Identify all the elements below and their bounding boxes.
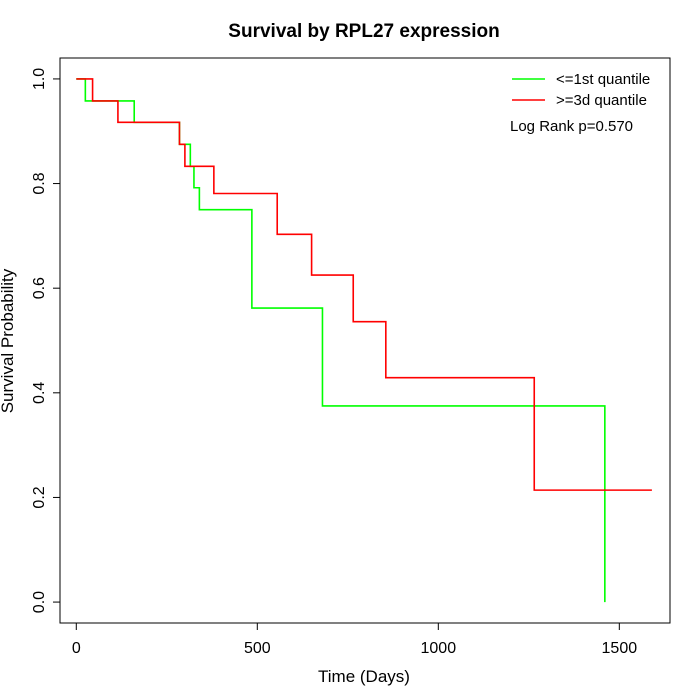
y-tick-label: 1.0 xyxy=(31,68,48,90)
series-line-low-quantile xyxy=(76,78,606,603)
logrank-annotation: Log Rank p=0.570 xyxy=(510,118,633,135)
chart-title: Survival by RPL27 expression xyxy=(228,21,499,42)
series-layer xyxy=(76,78,652,603)
legend: <=1st quantile >=3d quantile xyxy=(512,71,650,109)
y-axis: 0.0 0.2 0.4 0.6 0.8 1.0 xyxy=(31,68,60,613)
y-tick-label: 0.0 xyxy=(31,591,48,613)
y-tick-label: 0.6 xyxy=(31,277,48,299)
x-tick-label: 1500 xyxy=(602,640,638,657)
y-tick-label: 0.4 xyxy=(31,382,48,404)
x-tick-label: 500 xyxy=(244,640,271,657)
plot-frame xyxy=(59,57,671,624)
legend-label: <=1st quantile xyxy=(556,71,650,88)
y-tick-label: 0.2 xyxy=(31,486,48,508)
x-axis-label: Time (Days) xyxy=(318,667,410,686)
y-axis-label: Survival Probability xyxy=(0,268,17,413)
series-line-high-quantile xyxy=(76,78,652,491)
legend-label: >=3d quantile xyxy=(556,92,647,109)
x-tick-label: 1000 xyxy=(421,640,457,657)
x-tick-label: 0 xyxy=(72,640,81,657)
y-tick-label: 0.8 xyxy=(31,172,48,194)
x-axis: 0 500 1000 1500 xyxy=(72,623,637,657)
